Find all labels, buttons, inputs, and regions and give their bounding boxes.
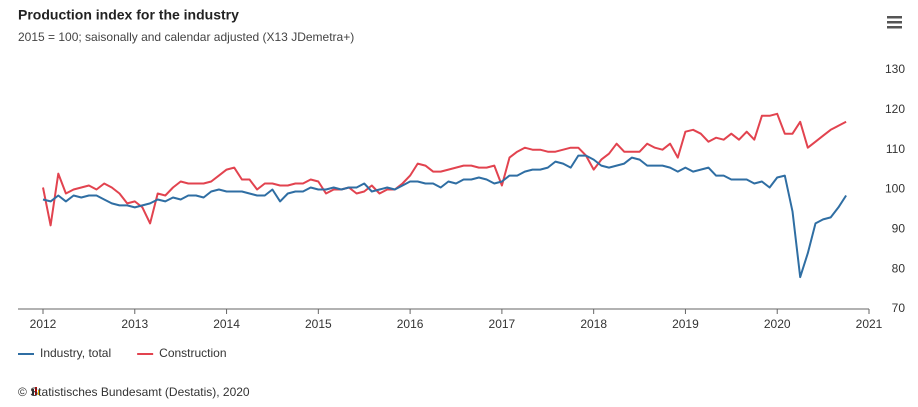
x-tick-label: 2020	[764, 317, 791, 331]
y-tick-label: 130	[885, 62, 905, 76]
source: © Statistisches Bundesamt (Destatis), 20…	[18, 385, 250, 399]
y-tick-label: 90	[892, 222, 906, 236]
series-line	[42, 112, 847, 227]
menu-button[interactable]	[885, 14, 903, 32]
x-tick-label: 2013	[121, 317, 148, 331]
x-tick-label: 2021	[856, 317, 883, 331]
x-tick-label: 2014	[213, 317, 240, 331]
x-tick-label: 2017	[489, 317, 516, 331]
source-icon	[32, 387, 40, 395]
y-tick-label: 120	[885, 102, 905, 116]
x-tick-label: 2012	[30, 317, 57, 331]
chart-subtitle: 2015 = 100; saisonally and calendar adju…	[18, 30, 354, 44]
legend-label: Industry, total	[40, 346, 111, 360]
series-line	[42, 154, 847, 279]
y-tick-label: 80	[892, 261, 906, 275]
x-tick-label: 2019	[672, 317, 699, 331]
chart-title: Production index for the industry	[18, 7, 239, 23]
y-tick-label: 70	[892, 301, 906, 315]
legend-label: Construction	[159, 346, 226, 360]
y-tick-label: 110	[886, 142, 905, 156]
x-tick-label: 2015	[305, 317, 332, 331]
y-tick-label: 100	[885, 182, 905, 196]
x-tick-label: 2018	[580, 317, 607, 331]
x-tick-label: 2016	[397, 317, 424, 331]
